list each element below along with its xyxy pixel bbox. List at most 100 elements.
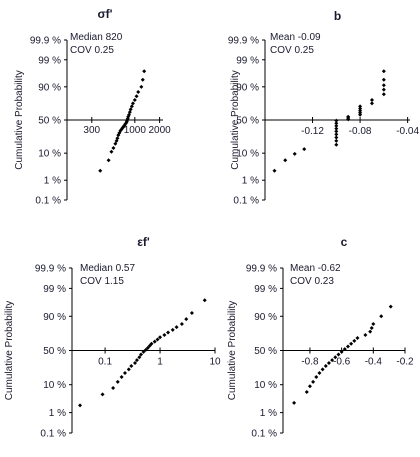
data-point (330, 358, 335, 363)
x-tick-label: -0.08 (349, 126, 372, 137)
data-point (334, 142, 339, 147)
y-tick-label: 10 % (236, 149, 259, 160)
data-point (358, 108, 363, 113)
x-tick-label: 0.1 (98, 357, 112, 368)
y-tick-label: 99 % (236, 55, 259, 66)
data-point (128, 107, 133, 112)
x-tick-label: 300 (83, 125, 100, 136)
y-tick-label: 10 % (254, 380, 277, 391)
data-point (381, 69, 386, 74)
data-point (371, 321, 376, 326)
data-point (111, 386, 116, 391)
x-tick-label: 2000 (148, 125, 171, 136)
y-tick-label: 99.9 % (246, 264, 277, 275)
x-tick-label: -0.12 (301, 126, 324, 137)
data-point (334, 126, 339, 131)
data-point (336, 352, 341, 357)
data-point (334, 135, 339, 140)
x-tick-label: -0.2 (396, 357, 414, 368)
y-tick-label: 10 % (43, 380, 66, 391)
y-tick-label: 90 % (236, 82, 259, 93)
data-point (202, 298, 207, 303)
y-tick-label: 99.9 % (35, 264, 66, 275)
stat-annotation: COV 0.25 (270, 45, 314, 56)
data-point (379, 314, 384, 319)
y-tick-label: 99 % (254, 284, 277, 295)
data-point (138, 352, 143, 357)
data-point (100, 392, 105, 397)
data-point (111, 145, 116, 150)
data-point (152, 339, 157, 344)
data-point (368, 329, 373, 334)
y-axis-label: Cumulative Probability (230, 70, 241, 170)
y-tick-label: 0.1 % (40, 429, 66, 440)
stat-annotation: Mean -0.62 (290, 263, 341, 274)
data-point (137, 355, 142, 360)
chart-title: εf' (137, 235, 150, 249)
data-point (122, 370, 127, 375)
chart-panel-4: c 99.9 % 99 % 90 % 50 % 10 % 1 % 0.1 % -0.8 -0.6 -… (227, 235, 414, 440)
data-point (184, 317, 189, 322)
data-point (134, 94, 139, 99)
data-point (339, 349, 344, 354)
data-point (174, 325, 179, 330)
data-point (130, 101, 135, 106)
data-point (143, 347, 148, 352)
data-point (346, 114, 351, 119)
data-point (326, 360, 331, 365)
data-point (388, 304, 393, 309)
y-tick-label: 99.9 % (228, 36, 259, 47)
data-point (283, 158, 288, 163)
x-tick-label: -0.04 (396, 126, 419, 137)
data-point (134, 358, 139, 363)
data-point (189, 310, 194, 315)
y-tick-label: 90 % (254, 312, 277, 323)
data-point (179, 321, 184, 326)
chart-title: b (334, 9, 341, 23)
y-tick-label: 99 % (38, 55, 61, 66)
stat-annotation: Median 0.57 (80, 263, 135, 274)
x-tick-label: -0.4 (365, 357, 383, 368)
data-point (334, 118, 339, 123)
data-point (345, 344, 350, 349)
data-point (342, 347, 347, 352)
data-point (132, 98, 137, 103)
data-point (136, 90, 141, 95)
data-point (358, 110, 363, 115)
y-tick-label: 50 % (43, 346, 66, 357)
data-point (78, 403, 83, 408)
y-tick-label: 50 % (254, 346, 277, 357)
y-tick-label: 1 % (49, 408, 66, 419)
data-point (139, 84, 144, 89)
y-tick-label: 0.1 % (233, 196, 259, 207)
y-tick-label: 1 % (260, 408, 277, 419)
y-tick-label: 99 % (43, 284, 66, 295)
data-point (302, 147, 307, 152)
data-point (292, 151, 297, 156)
y-tick-label: 50 % (236, 116, 259, 127)
data-point (272, 168, 277, 173)
data-point (369, 101, 374, 106)
data-point (381, 92, 386, 97)
data-point (307, 384, 312, 389)
x-tick-label: -0.6 (333, 357, 351, 368)
y-tick-label: 50 % (38, 116, 61, 127)
data-point (170, 327, 175, 332)
data-point (109, 149, 114, 154)
data-point (363, 332, 368, 337)
data-point (129, 104, 134, 109)
x-tick-label: 1 (157, 357, 163, 368)
data-point (320, 367, 325, 372)
data-point (358, 112, 363, 117)
x-tick-label: 1000 (124, 125, 147, 136)
data-point (149, 341, 154, 346)
data-point (158, 335, 163, 340)
data-point (333, 355, 338, 360)
data-point (155, 337, 160, 342)
stat-annotation: Median 820 (70, 32, 123, 43)
data-point (381, 77, 386, 82)
data-point (311, 379, 316, 384)
data-point (349, 341, 354, 346)
data-point (162, 332, 167, 337)
